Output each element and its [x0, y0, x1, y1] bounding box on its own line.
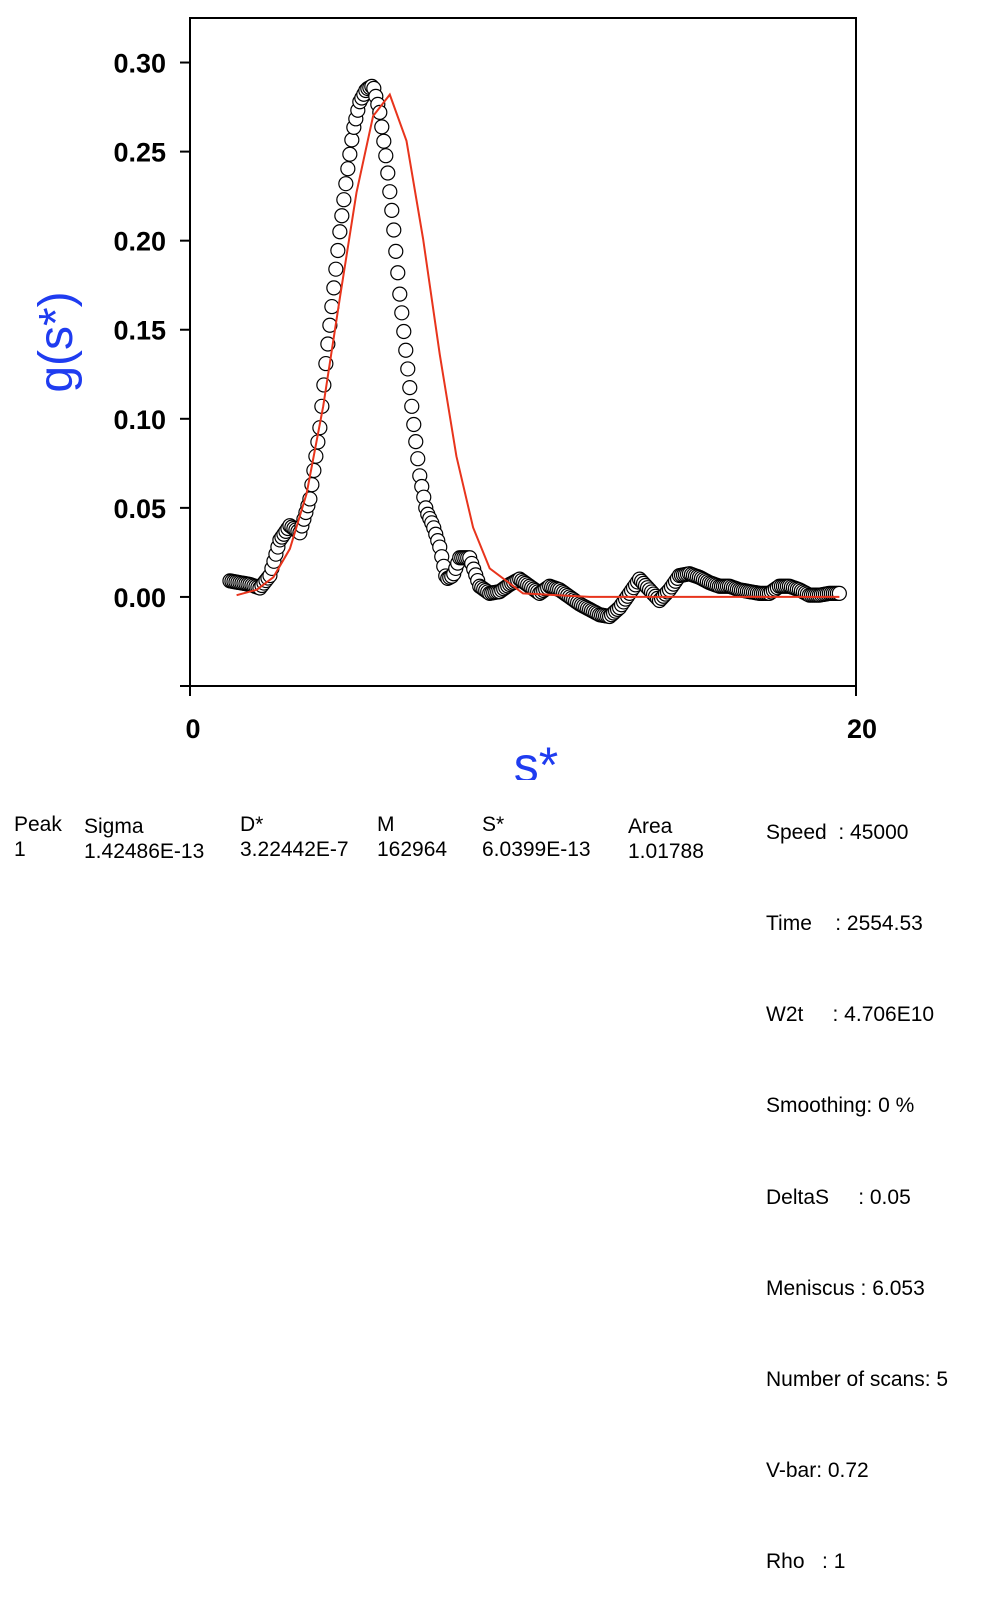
data-point-marker — [340, 161, 356, 177]
peak-table-cell-m: 162964 — [377, 838, 448, 861]
param-deltas: DeltaS : 0.05 — [766, 1185, 911, 1209]
data-point-marker — [380, 165, 396, 181]
y-tick-label: 0.20 — [113, 227, 166, 257]
sedimentation-chart: 0.00 0.05 0.10 0.15 0.20 0.25 0.30 0 20 s* g(s*… — [30, 17, 877, 780]
param-w2t: W2t : 4.706E10 — [766, 1003, 935, 1027]
data-point-marker — [306, 462, 322, 479]
data-point-marker — [831, 585, 847, 601]
param-time: Time : 2554.53 — [766, 912, 923, 936]
peak-table-cell-sigma: 1.42486E-13 — [84, 840, 205, 863]
peak-table-cell-d: 3.22442E-7 — [240, 838, 349, 861]
data-point-marker — [384, 202, 400, 218]
data-point-marker — [326, 280, 342, 296]
peak-table-cell-s: 6.0399E-13 — [482, 838, 591, 861]
y-tick-label: 0.25 — [113, 138, 166, 168]
peak-table-header-sigma: Sigma — [84, 815, 144, 838]
peak-table-header-peak: Peak — [14, 813, 62, 836]
data-point-marker — [390, 265, 406, 281]
x-tick-label: 20 — [847, 714, 877, 744]
data-point-marker — [332, 224, 348, 240]
data-point-marker — [382, 184, 398, 200]
data-point-marker — [388, 243, 404, 259]
data-point-marker — [398, 342, 414, 358]
data-point-marker — [404, 398, 420, 414]
y-tick-label: 0.00 — [113, 583, 166, 613]
data-point-marker — [372, 104, 388, 121]
data-point-marker — [376, 133, 392, 149]
data-point-marker — [410, 451, 426, 467]
data-point-marker — [324, 298, 340, 315]
plot-frame — [189, 17, 857, 687]
param-number-of-scans: Number of scans: 5 — [766, 1368, 949, 1392]
data-point-marker — [378, 148, 394, 164]
data-point-marker — [316, 377, 332, 393]
data-point-marker — [342, 146, 358, 162]
param-rho: Rho : 1 — [766, 1550, 846, 1574]
data-point-marker — [328, 261, 344, 277]
peak-table-cell-peak: 1 — [14, 838, 26, 861]
x-axis-title: s* — [514, 737, 558, 780]
data-point-marker — [336, 192, 352, 208]
data-point-marker — [396, 323, 412, 340]
param-meniscus: Meniscus : 6.053 — [766, 1276, 925, 1300]
y-tick-label: 0.10 — [113, 405, 166, 435]
peak-table-cell-area: 1.01788 — [628, 840, 704, 863]
peak-table-header-area: Area — [628, 815, 673, 838]
param-speed: Speed : 45000 — [766, 820, 909, 844]
data-point-marker — [400, 361, 416, 377]
data-point-marker — [338, 176, 354, 192]
data-point-marker — [334, 208, 350, 224]
fit-curve-line — [236, 92, 840, 598]
param-v-bar: V-bar: 0.72 — [766, 1459, 869, 1483]
data-point-marker — [406, 416, 422, 433]
peak-table-header-d: D* — [240, 813, 264, 836]
run-parameters: Speed : 45000 Time : 2554.53 W2t : 4.706… — [766, 757, 948, 1608]
data-point-marker — [330, 242, 346, 259]
data-point-marker — [308, 448, 324, 464]
x-tick-label: 0 — [185, 714, 200, 744]
peak-table-header-s: S* — [482, 813, 505, 836]
peak-table-header-m: M — [377, 813, 395, 836]
data-point-marker — [394, 305, 410, 321]
param-smoothing: Smoothing: 0 % — [766, 1094, 915, 1118]
y-axis-title: g(s*) — [30, 291, 83, 392]
y-tick-label: 0.15 — [113, 316, 166, 346]
y-tick-label: 0.30 — [113, 49, 166, 79]
data-point-marker — [374, 119, 390, 135]
data-point-marker — [386, 222, 402, 238]
data-point-marker — [344, 132, 360, 148]
data-point-marker — [408, 434, 424, 450]
y-tick-label: 0.05 — [113, 494, 166, 524]
data-point-marker — [322, 317, 338, 333]
data-point-marker — [392, 286, 408, 302]
data-point-marker — [402, 380, 418, 396]
